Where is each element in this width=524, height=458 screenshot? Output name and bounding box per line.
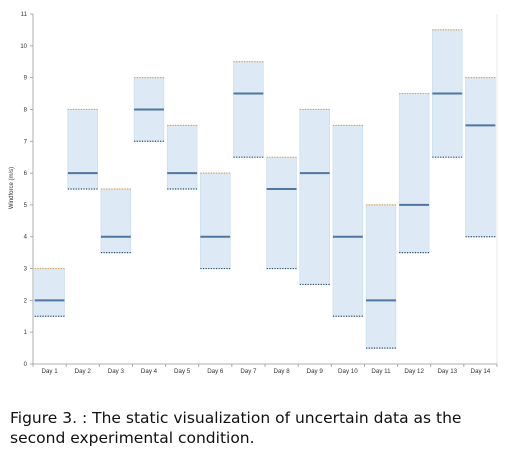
range-band — [465, 77, 496, 238]
range-band — [100, 188, 132, 253]
y-tick-label: 11 — [21, 12, 28, 18]
y-tick-label: 3 — [24, 267, 28, 273]
x-tick-label: Day 9 — [307, 368, 324, 375]
y-tick-label: 0 — [24, 362, 28, 368]
y-tick-label: 10 — [20, 44, 27, 50]
x-tick-label: Day 5 — [174, 368, 191, 375]
x-tick-label: Day 14 — [471, 368, 491, 375]
x-tick-label: Day 11 — [371, 368, 391, 375]
x-tick-label: Day 1 — [41, 368, 58, 375]
y-tick-label: 8 — [24, 107, 28, 113]
x-tick-label: Day 8 — [273, 368, 290, 375]
figure-caption: Figure 3. : The static visualization of … — [10, 409, 462, 447]
y-tick-label: 1 — [24, 330, 28, 336]
range-band — [299, 109, 330, 285]
range-chart: 0 1 2 3 4 5 6 7 8 9 10 11 Day 1 Day 2 Day 3 Day 4 Day 5 D… — [9, 12, 498, 375]
x-tick-label: Day 12 — [404, 368, 424, 375]
range-band — [332, 125, 364, 317]
range-band — [67, 109, 98, 190]
range-band — [266, 156, 297, 269]
range-band — [200, 172, 231, 269]
bars-layer — [34, 29, 496, 349]
y-tick-label: 7 — [24, 139, 28, 145]
axes-layer — [30, 13, 498, 367]
x-tick-label: Day 6 — [207, 368, 224, 375]
y-axis-title: Windforce (m/s) — [9, 167, 15, 209]
x-tick-label: Day 2 — [75, 368, 92, 375]
x-tick-label: Day 13 — [437, 368, 457, 375]
range-band — [166, 125, 198, 190]
x-tick-label: Day 4 — [141, 368, 158, 375]
y-tick-label: 5 — [24, 203, 28, 209]
x-tick-label: Day 10 — [338, 368, 358, 375]
y-tick-label: 2 — [24, 298, 28, 304]
y-tick-label: 4 — [24, 235, 28, 241]
range-band — [398, 93, 430, 253]
x-tick-label: Day 3 — [108, 368, 125, 375]
x-tick-label: Day 7 — [240, 368, 257, 375]
range-band — [233, 61, 264, 158]
chart-area: 0 1 2 3 4 5 6 7 8 9 10 11 Day 1 Day 2 Day 3 Day 4 Day 5 D… — [9, 12, 498, 375]
range-band — [34, 268, 65, 317]
range-band — [365, 204, 397, 349]
y-tick-label: 9 — [24, 76, 28, 82]
labels-layer: 0 1 2 3 4 5 6 7 8 9 10 11 Day 1 Day 2 Day 3 Day 4 Day 5 D… — [20, 12, 490, 375]
y-tick-label: 6 — [24, 171, 28, 177]
